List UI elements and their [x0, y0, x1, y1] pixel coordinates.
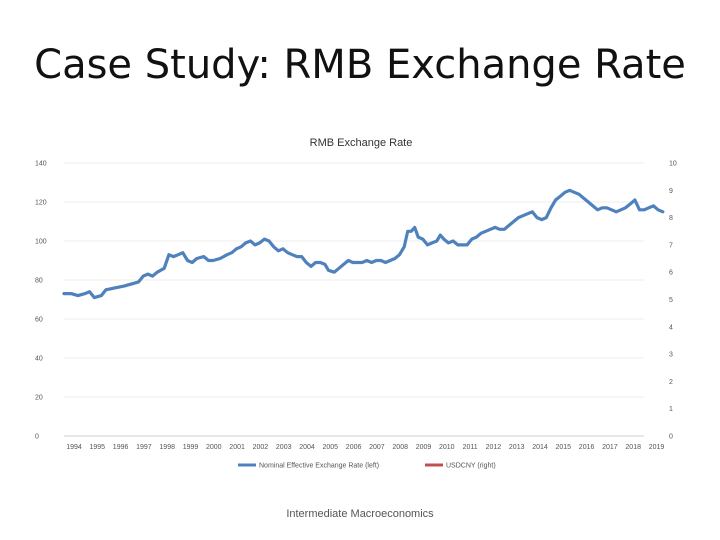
x-tick-label: 2007: [369, 444, 385, 451]
x-tick-label: 2002: [253, 444, 269, 451]
x-tick-label: 2018: [625, 444, 641, 451]
slide-title: Case Study: RMB Exchange Rate: [34, 42, 686, 88]
y-right-tick-label: 4: [669, 324, 673, 331]
x-tick-label: 2013: [509, 444, 525, 451]
y-left-tick-label: 40: [35, 356, 43, 363]
series-line-0: [62, 188, 665, 300]
x-tick-label: 2019: [649, 444, 665, 451]
y-left-tick-label: 140: [35, 161, 47, 168]
x-tick-label: 1995: [90, 444, 106, 451]
x-tick-label: 1994: [66, 444, 82, 451]
y-right-tick-label: 6: [669, 270, 673, 277]
x-tick-label: 2014: [532, 444, 548, 451]
legend: Nominal Effective Exchange Rate (left) US…: [238, 463, 496, 470]
x-tick-label: 2011: [463, 444, 478, 451]
y-left-tick-label: 20: [35, 395, 43, 402]
y-right-tick-label: 2: [669, 379, 673, 386]
y-right-tick-label: 8: [669, 215, 673, 222]
y-right-tick-label: 3: [669, 352, 673, 359]
chart-title: RMB Exchange Rate: [310, 137, 413, 149]
y-right-tick-label: 7: [669, 242, 673, 249]
x-tick-label: 2016: [579, 444, 595, 451]
x-tick-label: 2010: [439, 444, 455, 451]
y-left-tick-label: 100: [35, 239, 47, 246]
x-tick-label: 1998: [159, 444, 175, 451]
y-left-tick-label: 120: [35, 200, 47, 207]
y-left-tick-label: 60: [35, 317, 43, 324]
axes: 0 20 40 60 80 100 120 140 0 1 2 3 4 5 6 7 8 9 10 1994 1995 19…: [35, 161, 677, 452]
y-right-tick-label: 9: [669, 188, 673, 195]
x-tick-label: 2005: [323, 444, 339, 451]
x-tick-label: 2004: [299, 444, 315, 451]
y-right-tick-label: 5: [669, 297, 673, 304]
y-right-tick-label: 0: [669, 434, 673, 441]
x-tick-label: 2006: [346, 444, 362, 451]
x-tick-label: 2001: [229, 444, 245, 451]
x-tick-label: 2015: [556, 444, 572, 451]
gridlines: [64, 162, 644, 398]
x-tick-label: 1999: [183, 444, 199, 451]
y-left-tick-label: 0: [35, 434, 39, 441]
x-tick-label: 2017: [602, 444, 618, 451]
y-left-tick-label: 80: [35, 278, 43, 285]
x-tick-label: 2003: [276, 444, 292, 451]
legend-label-0: Nominal Effective Exchange Rate (left): [259, 463, 379, 470]
slide-footer: Intermediate Macroeconomics: [286, 508, 434, 520]
series-layer: [62, 188, 665, 300]
y-right-tick-label: 10: [669, 161, 677, 168]
x-tick-label: 2008: [392, 444, 408, 451]
x-tick-label: 1997: [136, 444, 152, 451]
x-tick-label: 1996: [113, 444, 129, 451]
x-tick-label: 2009: [416, 444, 432, 451]
x-tick-label: 2000: [206, 444, 222, 451]
y-right-tick-label: 1: [669, 406, 673, 413]
legend-label-1: USDCNY (right): [446, 463, 496, 470]
x-tick-label: 2012: [486, 444, 502, 451]
